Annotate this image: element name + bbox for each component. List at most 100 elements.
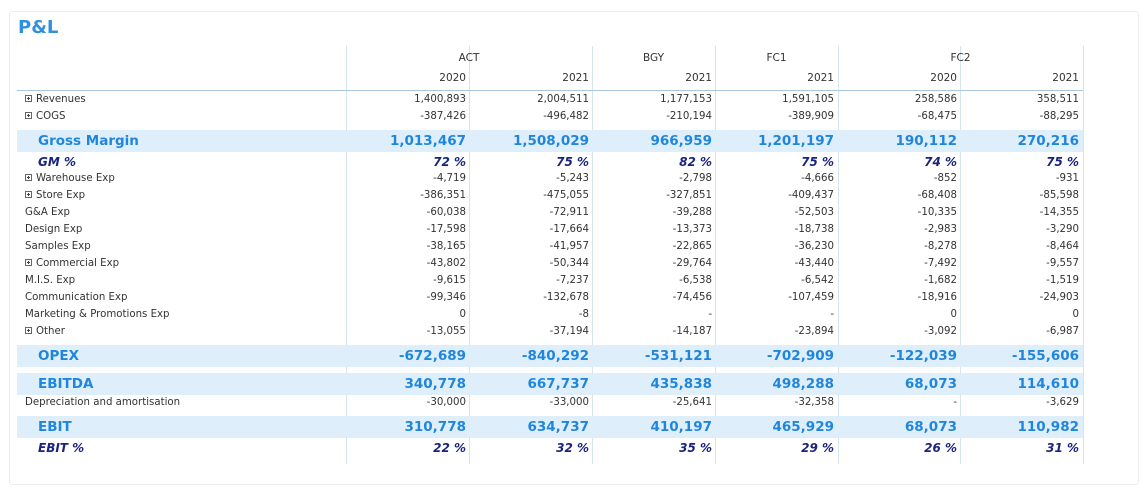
row-label[interactable]: COGS	[25, 111, 66, 122]
table-row: Commercial Exp -43,802 -50,344 -29,764 -43,4…	[17, 256, 1083, 273]
row-label-text: Revenues	[36, 94, 86, 105]
table-row: Warehouse Exp -4,719 -5,243 -2,798 -4,666 -85…	[17, 171, 1083, 188]
subtotal-row: OPEX -672,689 -840,292 -531,121 -702,909 -122…	[17, 345, 1083, 367]
value-cell: 410,197	[650, 419, 713, 435]
column-year-header[interactable]: 2020	[930, 72, 957, 84]
expand-icon[interactable]	[25, 258, 32, 266]
column-year-header[interactable]: 2021	[685, 72, 712, 84]
value-cell: -3,629	[1046, 397, 1079, 408]
row-label-text: Gross Margin	[38, 133, 139, 149]
table-row: Design Exp -17,598 -17,664 -13,373 -18,738 -2…	[17, 222, 1083, 239]
column-separator	[960, 46, 961, 464]
expand-icon[interactable]	[25, 94, 32, 102]
value-cell: -14,355	[1039, 207, 1079, 218]
row-label: Depreciation and amortisation	[25, 397, 180, 408]
value-cell: -13,373	[672, 224, 712, 235]
row-label[interactable]: Revenues	[25, 94, 86, 105]
value-cell: -68,475	[917, 111, 957, 122]
value-cell: 35 %	[679, 441, 712, 455]
value-cell: 465,929	[772, 419, 835, 435]
value-cell: -68,408	[917, 190, 957, 201]
value-cell: 1,508,029	[512, 133, 589, 149]
value-cell: -1,682	[924, 275, 957, 286]
table-row: Communication Exp -99,346 -132,678 -74,456 -…	[17, 290, 1083, 307]
value-cell: 2,004,511	[537, 94, 589, 105]
value-cell: -23,894	[794, 326, 834, 337]
value-cell: -9,557	[1046, 258, 1079, 269]
value-cell: 26 %	[924, 441, 957, 455]
expand-icon[interactable]	[25, 173, 32, 181]
value-cell: 270,216	[1017, 133, 1080, 149]
value-cell: -3,290	[1046, 224, 1079, 235]
column-group-header[interactable]: BGY	[642, 52, 665, 64]
value-cell: 1,201,197	[757, 133, 834, 149]
column-year-header[interactable]: 2021	[562, 72, 589, 84]
value-cell: -9,615	[433, 275, 466, 286]
value-cell: -8	[578, 309, 589, 320]
subtotal-row: Gross Margin 1,013,467 1,508,029 966,959 1,2…	[17, 130, 1083, 152]
row-label: Marketing & Promotions Exp	[25, 309, 170, 320]
value-cell: -702,909	[766, 348, 834, 364]
value-cell: -60,038	[426, 207, 466, 218]
value-cell: 75 %	[801, 155, 834, 169]
value-cell: -25,641	[672, 397, 712, 408]
value-cell: -	[953, 397, 957, 408]
value-cell: -122,039	[889, 348, 957, 364]
value-cell: -531,121	[644, 348, 712, 364]
value-cell: -5,243	[556, 173, 589, 184]
value-cell: 1,400,893	[414, 94, 466, 105]
row-label-text: EBITDA	[38, 376, 94, 392]
row-label-text: Marketing & Promotions Exp	[25, 309, 170, 320]
expand-icon[interactable]	[25, 190, 32, 198]
value-cell: -30,000	[426, 397, 466, 408]
row-label-text: OPEX	[38, 348, 80, 364]
subtotal-row: EBIT 310,778 634,737 410,197 465,929 68,073 11…	[17, 416, 1083, 438]
subtotal-row: EBITDA 340,778 667,737 435,838 498,288 68,073…	[17, 373, 1083, 395]
value-cell: -43,440	[794, 258, 834, 269]
column-group-header[interactable]: FC1	[766, 52, 787, 64]
value-cell: 114,610	[1017, 376, 1080, 392]
value-cell: -10,335	[917, 207, 957, 218]
row-label[interactable]: Warehouse Exp	[25, 173, 115, 184]
row-label: Samples Exp	[25, 241, 91, 252]
value-cell: 634,737	[527, 419, 590, 435]
value-cell: -43,802	[426, 258, 466, 269]
column-separator	[838, 46, 839, 464]
value-cell: 1,177,153	[660, 94, 712, 105]
column-year-header[interactable]: 2021	[1052, 72, 1079, 84]
row-label[interactable]: Commercial Exp	[25, 258, 119, 269]
value-cell: -852	[933, 173, 957, 184]
row-label: OPEX	[38, 348, 79, 364]
value-cell: -3,092	[924, 326, 957, 337]
row-label: EBIT	[38, 419, 72, 435]
value-cell: 340,778	[404, 376, 467, 392]
column-separator	[469, 46, 470, 464]
column-group-header[interactable]: ACT	[458, 52, 480, 64]
column-separator	[592, 46, 593, 464]
column-year-header[interactable]: 2020	[439, 72, 466, 84]
table-row: Revenues 1,400,893 2,004,511 1,177,153 1,591…	[17, 92, 1083, 109]
column-year-header[interactable]: 2021	[807, 72, 834, 84]
value-cell: -13,055	[426, 326, 466, 337]
value-cell: -18,738	[794, 224, 834, 235]
expand-icon[interactable]	[25, 326, 32, 334]
row-label-text: COGS	[36, 111, 66, 122]
value-cell: -931	[1055, 173, 1079, 184]
value-cell: -475,055	[543, 190, 589, 201]
value-cell: -33,000	[549, 397, 589, 408]
value-cell: 75 %	[556, 155, 589, 169]
value-cell: -88,295	[1039, 111, 1079, 122]
value-cell: 22 %	[433, 441, 466, 455]
value-cell: -24,903	[1039, 292, 1079, 303]
row-label-text: EBIT %	[38, 441, 85, 455]
row-label[interactable]: Store Exp	[25, 190, 85, 201]
value-cell: 498,288	[772, 376, 835, 392]
column-group-header[interactable]: FC2	[950, 52, 971, 64]
row-label: G&A Exp	[25, 207, 70, 218]
value-cell: -672,689	[398, 348, 466, 364]
expand-icon[interactable]	[25, 111, 32, 119]
table-row: Marketing & Promotions Exp 0 -8 - - 0 0	[17, 307, 1083, 324]
value-cell: -8,278	[924, 241, 957, 252]
row-label[interactable]: Other	[25, 326, 65, 337]
value-cell: -17,664	[549, 224, 589, 235]
